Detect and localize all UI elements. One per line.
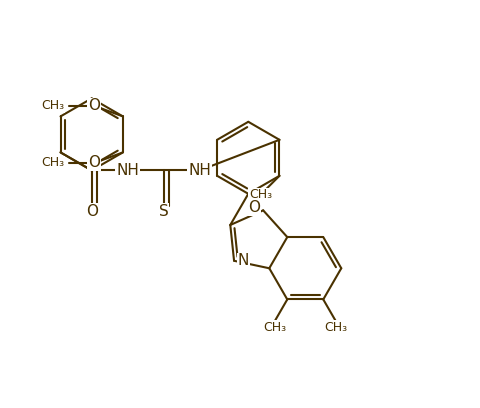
Text: O: O	[248, 200, 260, 215]
Text: O: O	[88, 155, 100, 171]
Text: S: S	[158, 204, 168, 219]
Text: CH₃: CH₃	[263, 321, 286, 333]
Text: CH₃: CH₃	[41, 99, 64, 112]
Text: O: O	[88, 98, 100, 113]
Text: CH₃: CH₃	[41, 156, 64, 169]
Text: CH₃: CH₃	[324, 321, 347, 333]
Text: O: O	[85, 204, 97, 219]
Text: NH: NH	[188, 163, 211, 178]
Text: N: N	[238, 253, 249, 268]
Text: CH₃: CH₃	[249, 188, 272, 201]
Text: NH: NH	[116, 163, 139, 178]
